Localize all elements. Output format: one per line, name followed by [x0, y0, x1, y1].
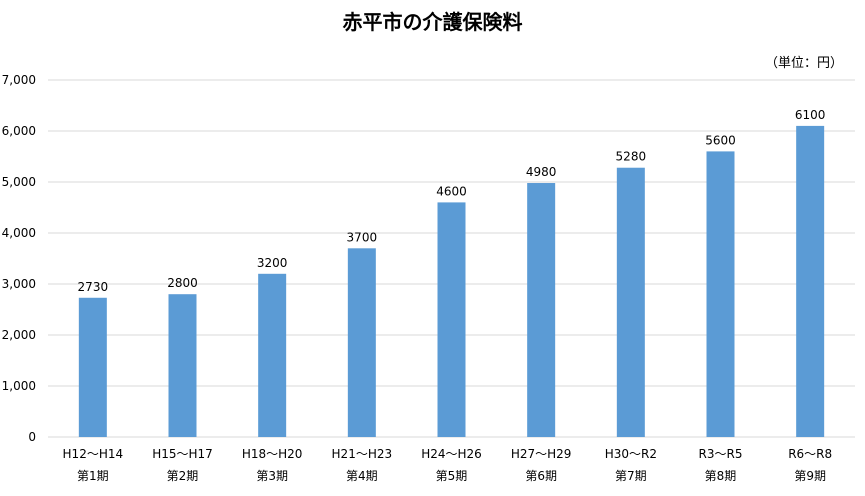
data-label: 6100: [795, 108, 826, 122]
bar: [616, 167, 645, 437]
bar: [78, 297, 107, 437]
y-tick-label: 2,000: [2, 328, 36, 342]
label-layer: 2730 2800 3200 3700 4600 4980 5280 5600 6100: [78, 108, 826, 294]
bar: [527, 183, 556, 437]
y-tick-label: 5,000: [2, 175, 36, 189]
bar-layer: [78, 125, 825, 438]
x-tick-label: H27～H29: [511, 447, 572, 461]
x-subcategory-label: 第6期: [525, 469, 557, 483]
unit-label: （単位：円）: [764, 56, 843, 71]
axis-layer: 0 1,000 2,000 3,000 4,000 5,000 6,000 7,000 H12～…: [2, 73, 833, 483]
bar: [437, 202, 466, 437]
bar: [347, 248, 376, 437]
x-tick-label: H30～R2: [605, 447, 657, 461]
bar: [258, 273, 287, 437]
x-tick-label: H21～H23: [332, 447, 393, 461]
x-subcategory-label: 第7期: [615, 469, 647, 483]
x-tick-label: R6～R8: [788, 447, 832, 461]
data-label: 2730: [78, 280, 109, 294]
data-label: 3200: [257, 256, 288, 270]
data-label: 4600: [436, 184, 467, 198]
x-subcategory-label: 第8期: [705, 469, 737, 483]
y-tick-label: 6,000: [2, 124, 36, 138]
bar: [796, 125, 825, 438]
x-subcategory-label: 第1期: [77, 469, 109, 483]
y-tick-label: 3,000: [2, 277, 36, 291]
x-subcategory-label: 第9期: [794, 469, 826, 483]
x-tick-label: H18～H20: [242, 447, 303, 461]
data-label: 5600: [705, 133, 736, 147]
x-tick-label: H24～H26: [421, 447, 482, 461]
y-tick-label: 0: [28, 430, 36, 444]
y-tick-label: 4,000: [2, 226, 36, 240]
data-label: 4980: [526, 165, 557, 179]
chart-title: 赤平市の介護保険料: [342, 10, 523, 34]
x-tick-label: H12～H14: [63, 447, 124, 461]
data-label: 3700: [347, 230, 378, 244]
x-tick-label: R3～R5: [699, 447, 743, 461]
data-label: 5280: [616, 150, 647, 164]
x-tick-label: H15～H17: [152, 447, 213, 461]
x-subcategory-label: 第5期: [436, 469, 468, 483]
data-label: 2800: [167, 276, 198, 290]
bar: [168, 294, 197, 437]
x-subcategory-label: 第4期: [346, 469, 378, 483]
y-tick-label: 7,000: [2, 73, 36, 87]
x-subcategory-label: 第2期: [167, 469, 199, 483]
bar: [706, 151, 735, 437]
x-subcategory-label: 第3期: [256, 469, 288, 483]
y-tick-label: 1,000: [2, 379, 36, 393]
